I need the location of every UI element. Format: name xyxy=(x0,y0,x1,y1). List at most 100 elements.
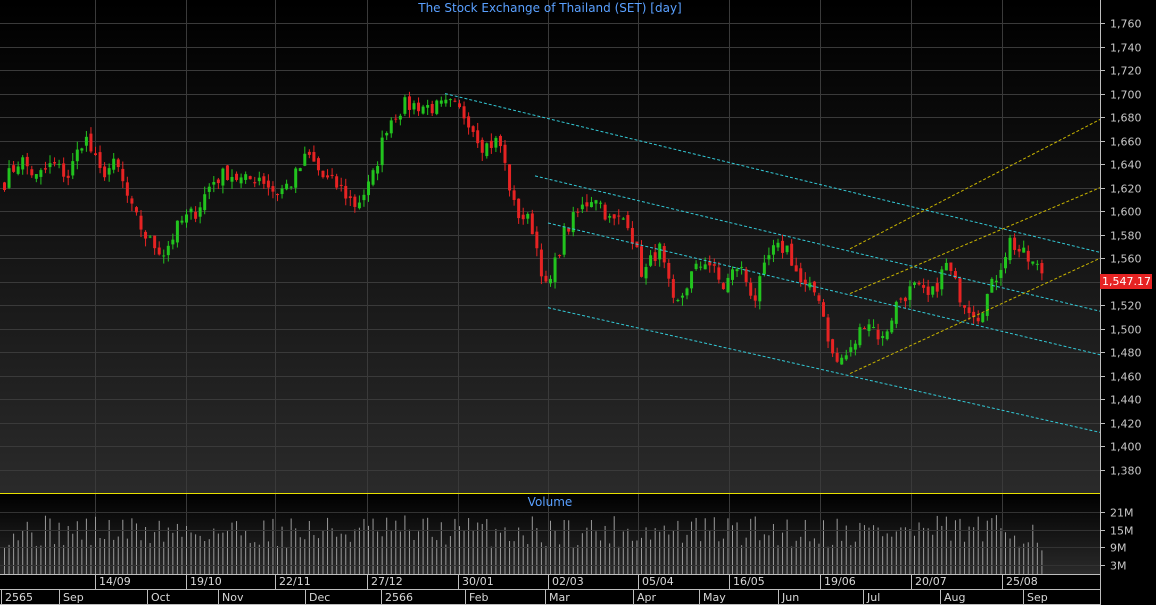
candle-body xyxy=(699,266,703,268)
candle-body xyxy=(612,214,616,219)
candle-body xyxy=(644,267,648,279)
candle-body xyxy=(144,231,148,239)
candle-body xyxy=(963,305,967,308)
candle-body xyxy=(239,177,243,184)
date-axis-markers: 14/09 19/10 22/11 27/12 30/01 02/03 05/04 16/05… xyxy=(95,574,1038,589)
candle-body xyxy=(858,327,862,346)
candle-body xyxy=(530,213,534,235)
candle-body xyxy=(412,103,416,110)
candle-body xyxy=(903,297,907,302)
candle-body xyxy=(1026,250,1030,262)
candle-body xyxy=(521,214,525,220)
candle-body xyxy=(931,286,935,295)
x-tick-label: 25/08 xyxy=(1006,575,1038,588)
candle-body xyxy=(690,271,694,289)
candle-body xyxy=(103,166,107,178)
y-tick-label: 1,660 xyxy=(1110,136,1142,149)
candle-body xyxy=(362,194,366,201)
candle-body xyxy=(1013,237,1017,250)
y-tick-label: 1,680 xyxy=(1110,112,1142,125)
candle-body xyxy=(316,158,320,171)
candle-body xyxy=(348,196,352,199)
candle-body xyxy=(758,276,762,302)
candlestick-series xyxy=(3,91,1044,365)
trend-channel-lines xyxy=(444,93,1101,433)
x-tick-label: 14/09 xyxy=(99,575,131,588)
candle-body xyxy=(589,202,593,208)
month-label: Feb xyxy=(469,591,488,604)
candle-body xyxy=(694,263,698,270)
candle-body xyxy=(84,136,88,146)
x-tick-label: 16/05 xyxy=(733,575,765,588)
candle-body xyxy=(803,279,807,285)
candle-body xyxy=(680,295,684,298)
candle-body xyxy=(1040,263,1044,274)
candle-body xyxy=(71,161,75,176)
candle-body xyxy=(913,282,916,285)
candle-body xyxy=(872,327,876,329)
candle-body xyxy=(967,307,971,314)
candle-body xyxy=(608,216,612,218)
chart-title: The Stock Exchange of Thailand (SET) [da… xyxy=(417,1,681,15)
candle-body xyxy=(981,313,985,323)
date-axis: 14/09 19/10 22/11 27/12 30/01 02/03 05/04 16/05… xyxy=(0,574,1100,605)
candle-body xyxy=(717,267,721,280)
candle-body xyxy=(653,252,657,261)
candle-body xyxy=(262,176,266,184)
candle-body xyxy=(990,278,994,293)
month-label: Aug xyxy=(944,591,965,604)
candle-body xyxy=(139,215,143,230)
candle-body xyxy=(740,266,744,268)
candle-body xyxy=(630,227,634,244)
candle-body xyxy=(649,255,653,266)
candle-body xyxy=(34,174,38,179)
vol-tick-label: 3M xyxy=(1110,560,1127,573)
candle-body xyxy=(403,97,407,114)
candle-body xyxy=(353,196,357,207)
candle-body xyxy=(185,214,188,223)
date-axis-months: 2565 Sep Oct Nov Dec 2566 Feb Mar Apr May Jun Jul Au… xyxy=(1,589,1048,605)
candle-body xyxy=(98,152,102,168)
candle-body xyxy=(298,168,302,172)
candle-body xyxy=(1017,248,1021,252)
candle-body xyxy=(726,277,730,293)
candle-body xyxy=(471,126,475,132)
candle-body xyxy=(771,245,775,255)
candle-body xyxy=(498,135,502,147)
candle-body xyxy=(876,329,880,340)
candle-body xyxy=(57,163,61,165)
candle-body xyxy=(885,331,889,340)
candle-body xyxy=(148,236,152,238)
candle-body xyxy=(949,262,953,271)
candle-body xyxy=(667,262,671,279)
candle-body xyxy=(712,264,716,266)
candle-body xyxy=(721,283,725,290)
candle-body xyxy=(43,168,47,170)
y-tick-label: 1,520 xyxy=(1110,300,1142,313)
candle-body xyxy=(435,100,439,114)
candle-body xyxy=(940,269,944,290)
last-price-marker: 1,547.17 xyxy=(1100,274,1152,289)
candle-body xyxy=(125,182,129,196)
y-tick-label: 1,460 xyxy=(1110,371,1142,384)
candle-body xyxy=(1035,263,1039,265)
horizontal-gridlines xyxy=(0,23,1100,471)
candle-body xyxy=(535,231,539,249)
candle-body xyxy=(394,118,398,120)
x-tick-label: 30/01 xyxy=(462,575,494,588)
candle-body xyxy=(703,264,707,270)
candle-body xyxy=(626,215,630,229)
candle-body xyxy=(1022,247,1026,253)
candle-body xyxy=(849,347,853,352)
candle-body xyxy=(526,213,530,219)
candle-body xyxy=(489,140,493,148)
candle-body xyxy=(62,163,66,177)
candle-body xyxy=(212,182,216,185)
candle-body xyxy=(458,103,461,108)
candle-body xyxy=(276,193,279,196)
vol-tick-label: 15M xyxy=(1110,525,1134,538)
candle-body xyxy=(539,249,543,277)
candle-body xyxy=(203,194,207,211)
candle-body xyxy=(207,186,211,192)
month-label: May xyxy=(703,591,726,604)
